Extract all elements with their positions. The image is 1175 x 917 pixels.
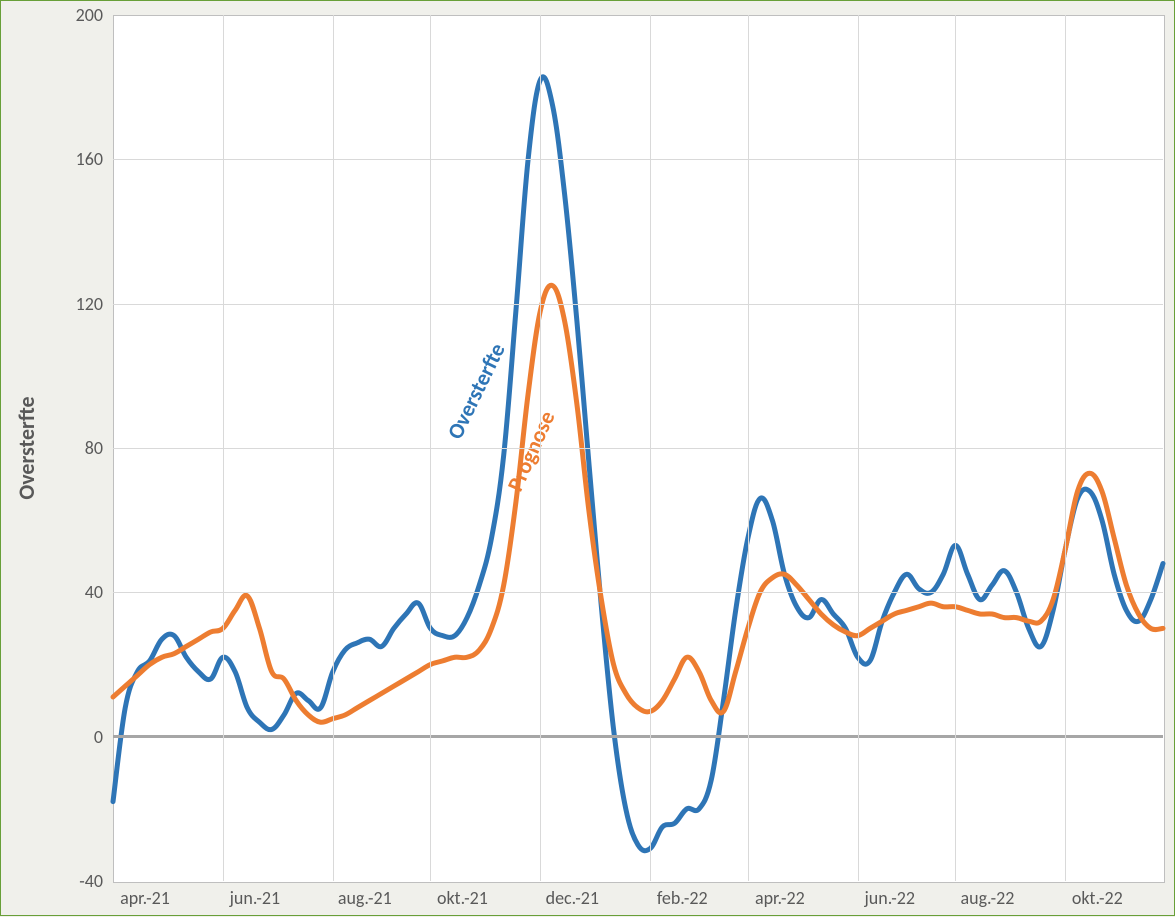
x-tick-label: jun.-21 <box>230 887 281 909</box>
gridline-vertical <box>748 15 749 881</box>
gridline-horizontal <box>113 304 1163 305</box>
gridline-vertical <box>650 15 651 881</box>
y-tick-label: 160 <box>76 148 103 170</box>
x-tick-label: okt.-22 <box>1072 887 1123 909</box>
x-tick-label: aug.-21 <box>338 887 392 909</box>
y-tick-label: 80 <box>85 437 103 459</box>
x-tick-label: apr.-21 <box>120 887 170 909</box>
gridline-vertical <box>1065 15 1066 881</box>
series-line-prognose <box>113 285 1163 722</box>
gridline-vertical <box>858 15 859 881</box>
zero-line <box>113 735 1163 738</box>
x-tick-label: apr.-22 <box>755 887 805 909</box>
x-tick-label: feb.-22 <box>657 887 708 909</box>
y-tick-label: 120 <box>76 293 103 315</box>
gridline-vertical <box>223 15 224 881</box>
gridline-horizontal <box>113 159 1163 160</box>
chart-container: Oversterfte Oversterfte Prognose -400408… <box>0 0 1175 916</box>
x-tick-label: aug.-22 <box>961 887 1015 909</box>
gridline-horizontal <box>113 448 1163 449</box>
y-tick-label: 0 <box>94 726 103 748</box>
gridline-horizontal <box>113 592 1163 593</box>
gridline-vertical <box>333 15 334 881</box>
x-tick-label: jun.-22 <box>865 887 916 909</box>
y-tick-label: -40 <box>79 870 103 892</box>
gridline-vertical <box>540 15 541 881</box>
y-tick-label: 40 <box>85 581 103 603</box>
gridline-vertical <box>955 15 956 881</box>
y-tick-label: 200 <box>76 4 103 26</box>
chart-lines-svg <box>1 1 1175 917</box>
x-tick-label: okt.-21 <box>437 887 488 909</box>
x-tick-label: dec.-21 <box>546 887 599 909</box>
gridline-vertical <box>430 15 431 881</box>
